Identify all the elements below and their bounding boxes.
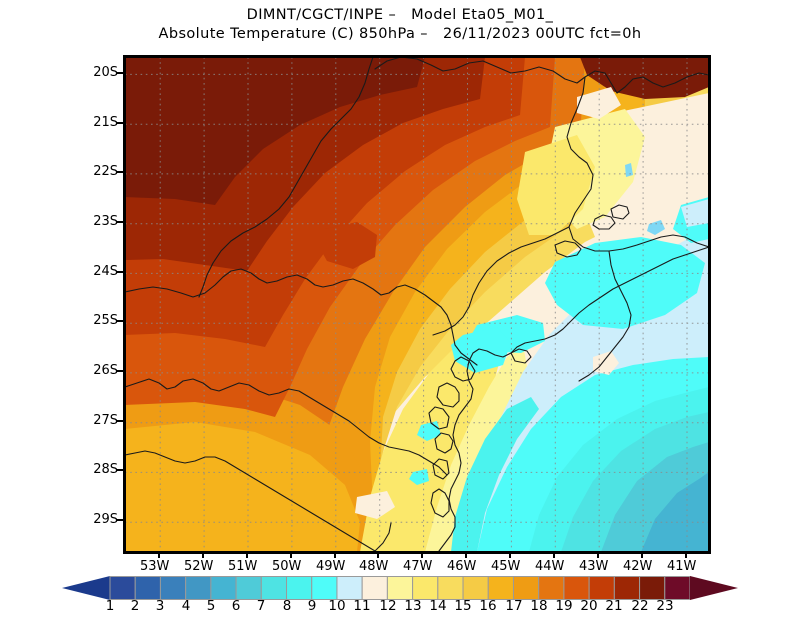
y-tickmark bbox=[117, 221, 124, 223]
x-tick-label-47W: 47W bbox=[403, 559, 433, 574]
y-tick-label-26S: 26S bbox=[93, 363, 118, 378]
colorbar-label-7: 7 bbox=[256, 598, 266, 614]
x-tickmark bbox=[158, 551, 160, 558]
x-tickmark bbox=[597, 551, 599, 558]
colorbar-label-22: 22 bbox=[631, 598, 649, 614]
x-tick-label-51W: 51W bbox=[228, 559, 258, 574]
colorbar-label-8: 8 bbox=[282, 598, 292, 614]
colorbar-label-6: 6 bbox=[231, 598, 241, 614]
shaded-temperature-bands bbox=[125, 57, 709, 552]
colorbar-label-13: 13 bbox=[404, 598, 422, 614]
colorbar-label-11: 11 bbox=[353, 598, 371, 614]
colorbar-swatches bbox=[62, 576, 738, 600]
colorbar-label-9: 9 bbox=[307, 598, 317, 614]
x-tick-label-46W: 46W bbox=[447, 559, 477, 574]
chart-title-block: DIMNT/CGCT/INPE – Model Eta05_M01_ Absol… bbox=[0, 6, 800, 44]
x-tick-label-44W: 44W bbox=[535, 559, 565, 574]
colorbar-label-23: 23 bbox=[656, 598, 674, 614]
colorbar-under-arrow bbox=[62, 576, 110, 600]
colorbar: 1 2 3 4 5 6 7 8 9 10 11 12 13 14 15 16 1… bbox=[0, 576, 800, 618]
colorbar-label-17: 17 bbox=[505, 598, 523, 614]
y-tick-label-22S: 22S bbox=[93, 164, 118, 179]
x-tickmark bbox=[290, 551, 292, 558]
y-tick-label-29S: 29S bbox=[93, 512, 118, 527]
x-tickmark bbox=[685, 551, 687, 558]
colorbar-label-12: 12 bbox=[379, 598, 397, 614]
y-tick-label-25S: 25S bbox=[93, 313, 118, 328]
colorbar-label-2: 2 bbox=[130, 598, 140, 614]
colorbar-label-20: 20 bbox=[580, 598, 598, 614]
y-tickmark bbox=[117, 469, 124, 471]
x-tick-label-52W: 52W bbox=[184, 559, 214, 574]
x-tickmark bbox=[202, 551, 204, 558]
x-tick-label-42W: 42W bbox=[623, 559, 653, 574]
x-tickmark bbox=[509, 551, 511, 558]
x-tick-label-41W: 41W bbox=[667, 559, 697, 574]
colorbar-tick-labels: 1 2 3 4 5 6 7 8 9 10 11 12 13 14 15 16 1… bbox=[0, 598, 800, 618]
colorbar-label-18: 18 bbox=[530, 598, 548, 614]
y-tickmark bbox=[117, 370, 124, 372]
colorbar-label-21: 21 bbox=[605, 598, 623, 614]
colorbar-segments bbox=[109, 576, 691, 600]
colorbar-over-arrow bbox=[690, 576, 738, 600]
title-line-2: Absolute Temperature (C) 850hPa – 26/11/… bbox=[158, 26, 642, 42]
colorbar-label-10: 10 bbox=[328, 598, 346, 614]
colorbar-label-19: 19 bbox=[555, 598, 573, 614]
colorbar-label-4: 4 bbox=[181, 598, 191, 614]
colorbar-label-1: 1 bbox=[105, 598, 115, 614]
x-tick-label-45W: 45W bbox=[491, 559, 521, 574]
y-tickmark bbox=[117, 122, 124, 124]
x-tickmark bbox=[246, 551, 248, 558]
x-tickmark bbox=[641, 551, 643, 558]
x-tickmark bbox=[421, 551, 423, 558]
colorbar-label-5: 5 bbox=[206, 598, 216, 614]
y-tickmark bbox=[117, 271, 124, 273]
y-tick-label-21S: 21S bbox=[93, 115, 118, 130]
y-tick-label-20S: 20S bbox=[93, 65, 118, 80]
y-tickmark bbox=[117, 171, 124, 173]
x-tickmark bbox=[553, 551, 555, 558]
y-tick-label-28S: 28S bbox=[93, 462, 118, 477]
colorbar-label-14: 14 bbox=[429, 598, 447, 614]
colorbar-label-15: 15 bbox=[454, 598, 472, 614]
colorbar-label-3: 3 bbox=[155, 598, 165, 614]
x-tick-label-53W: 53W bbox=[140, 559, 170, 574]
x-tick-label-50W: 50W bbox=[272, 559, 302, 574]
x-tickmark bbox=[377, 551, 379, 558]
y-tickmark bbox=[117, 420, 124, 422]
x-tick-label-43W: 43W bbox=[579, 559, 609, 574]
map-gridlines bbox=[125, 57, 709, 552]
y-tickmark bbox=[117, 519, 124, 521]
y-tick-label-23S: 23S bbox=[93, 214, 118, 229]
temperature-field-svg bbox=[125, 57, 709, 552]
title-line-1: DIMNT/CGCT/INPE – Model Eta05_M01_ bbox=[246, 7, 554, 23]
x-tickmark bbox=[465, 551, 467, 558]
colorbar-label-16: 16 bbox=[479, 598, 497, 614]
x-tickmark bbox=[334, 551, 336, 558]
y-tick-label-27S: 27S bbox=[93, 413, 118, 428]
y-tickmark bbox=[117, 72, 124, 74]
x-tick-label-48W: 48W bbox=[359, 559, 389, 574]
map-boundaries bbox=[125, 57, 709, 552]
y-tickmark bbox=[117, 320, 124, 322]
temperature-map-plot bbox=[123, 55, 711, 554]
y-tick-label-24S: 24S bbox=[93, 264, 118, 279]
x-tick-label-49W: 49W bbox=[316, 559, 346, 574]
